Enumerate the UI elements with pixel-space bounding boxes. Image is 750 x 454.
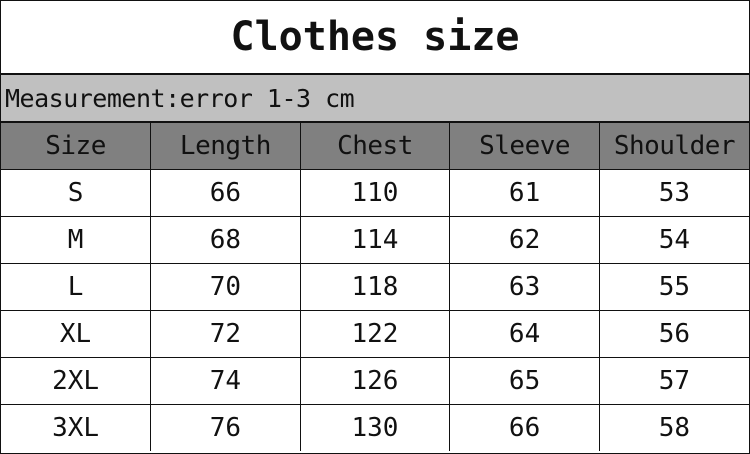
- measurement-note: Measurement:error 1-3 cm: [1, 75, 749, 123]
- column-header: Chest: [299, 123, 451, 170]
- table-cell: 63: [449, 263, 600, 311]
- column-header: Length: [150, 123, 301, 170]
- table-cell: 70: [150, 263, 301, 311]
- table-row: M 68 114 62 54: [1, 216, 749, 264]
- table-cell: 118: [299, 263, 451, 311]
- table-cell: 62: [449, 216, 600, 264]
- table-row: S 66 110 61 53: [1, 169, 749, 217]
- table-cell: S: [1, 169, 152, 217]
- table-row: 3XL 76 130 66 58: [1, 404, 749, 451]
- column-header: Shoulder: [598, 123, 749, 170]
- table-cell: 3XL: [1, 404, 152, 451]
- table-cell: 66: [449, 404, 600, 451]
- table-row: XL 72 122 64 56: [1, 310, 749, 358]
- table-cell: M: [1, 216, 152, 264]
- table-cell: 110: [299, 169, 451, 217]
- table-cell: 65: [449, 357, 600, 405]
- table-cell: 58: [598, 404, 749, 451]
- table-cell: 64: [449, 310, 600, 358]
- table-cell: 53: [598, 169, 749, 217]
- table-cell: 57: [598, 357, 749, 405]
- header-row: Size Length Chest Sleeve Shoulder: [1, 123, 749, 170]
- table-cell: 76: [150, 404, 301, 451]
- table-cell: 72: [150, 310, 301, 358]
- table-cell: 55: [598, 263, 749, 311]
- table-cell: 74: [150, 357, 301, 405]
- table-cell: 68: [150, 216, 301, 264]
- table-cell: 122: [299, 310, 451, 358]
- table-cell: 61: [449, 169, 600, 217]
- column-header: Size: [1, 123, 152, 170]
- table-cell: 2XL: [1, 357, 152, 405]
- chart-title: Clothes size: [1, 1, 749, 75]
- size-table: Size Length Chest Sleeve Shoulder S 66 110 61 53 M…: [1, 123, 749, 451]
- table-row: L 70 118 63 55: [1, 263, 749, 311]
- table-cell: XL: [1, 310, 152, 358]
- table-row: 2XL 74 126 65 57: [1, 357, 749, 405]
- table-cell: L: [1, 263, 152, 311]
- table-cell: 56: [598, 310, 749, 358]
- table-cell: 114: [299, 216, 451, 264]
- table-cell: 66: [150, 169, 301, 217]
- table-cell: 54: [598, 216, 749, 264]
- table-cell: 130: [299, 404, 451, 451]
- table-cell: 126: [299, 357, 451, 405]
- column-header: Sleeve: [449, 123, 600, 170]
